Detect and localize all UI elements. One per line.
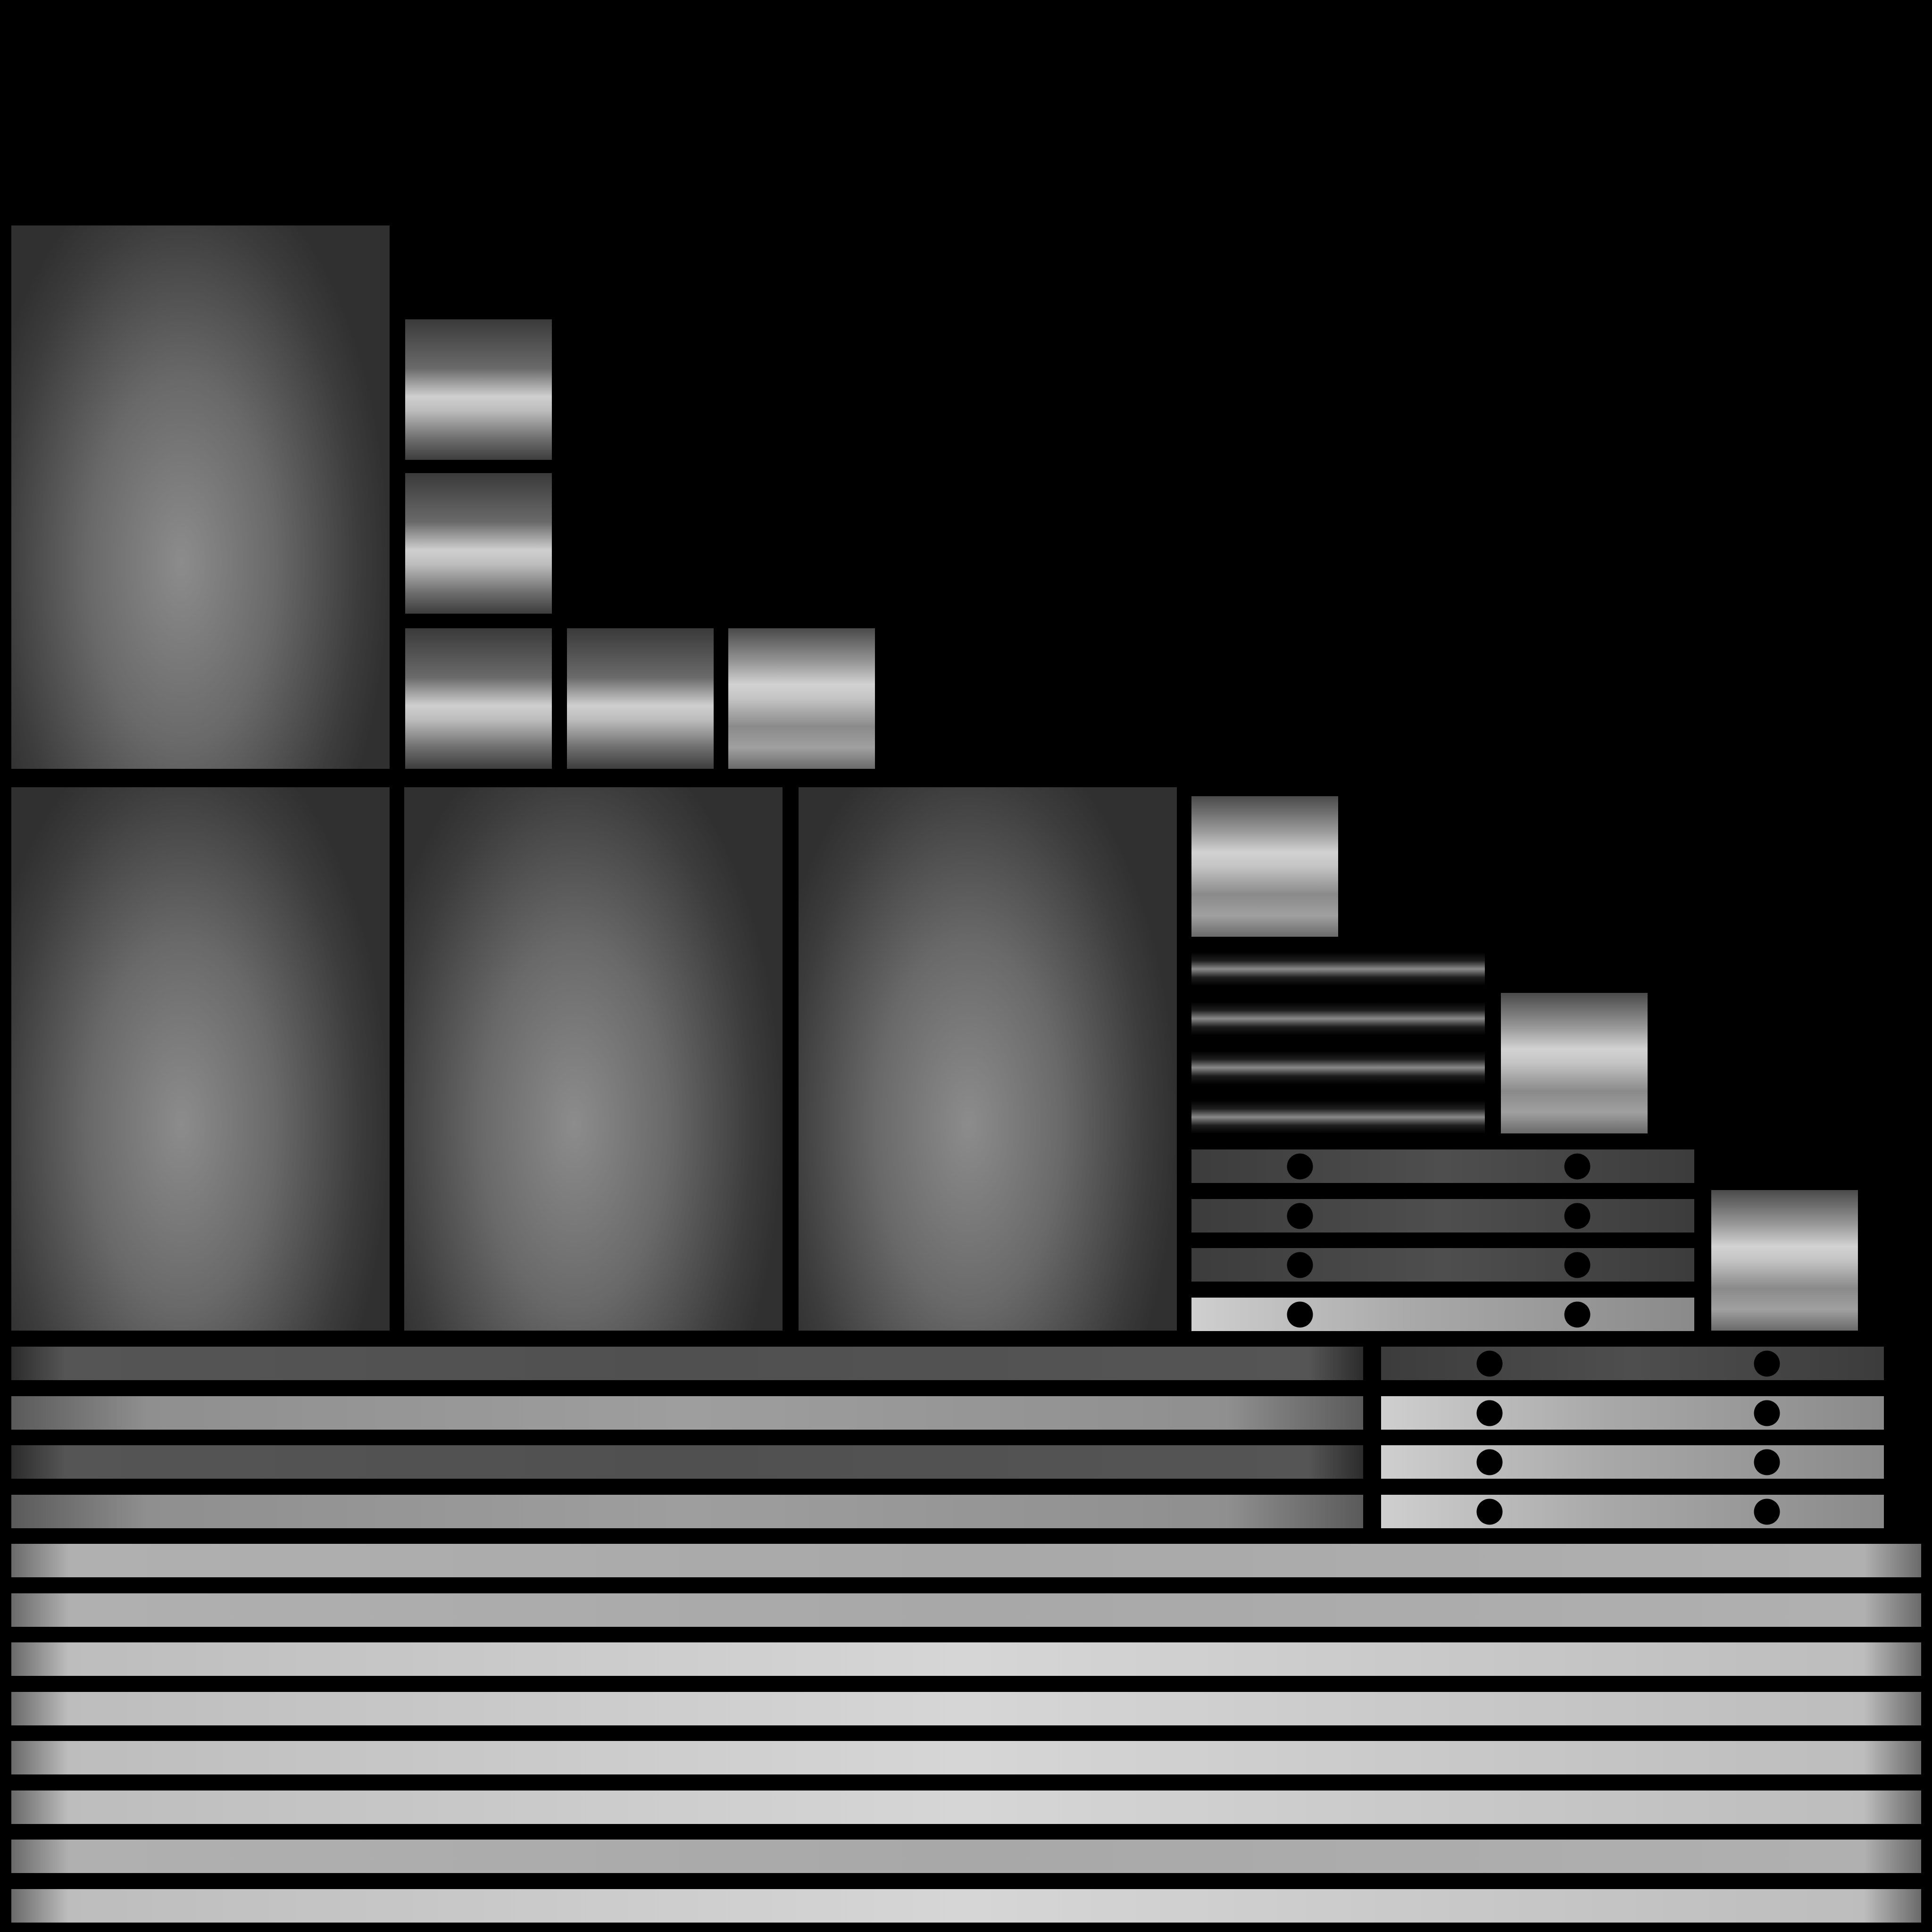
large-panel	[799, 787, 1177, 1331]
rivet-dot	[1564, 1153, 1591, 1179]
rivet-dot	[1754, 1400, 1780, 1426]
long-rail-strip	[11, 1889, 1921, 1923]
bolster-strip	[1191, 952, 1485, 986]
long-rail-strip	[11, 1692, 1921, 1725]
bolster-strip	[1191, 1002, 1485, 1035]
rivet-dot	[1754, 1499, 1780, 1524]
cushion-tile	[405, 473, 552, 614]
bolster-strip	[1191, 1051, 1485, 1084]
large-panel	[404, 787, 783, 1331]
cushion-tile	[405, 628, 552, 769]
rail-strip	[11, 1396, 1363, 1430]
rivet-dot	[1287, 1301, 1313, 1327]
cushion-tile	[1191, 796, 1338, 937]
cushion-tile	[1711, 1190, 1858, 1331]
rail-strip	[11, 1495, 1363, 1528]
rivet-dot	[1287, 1203, 1313, 1229]
rivet-dot	[1476, 1449, 1503, 1475]
rail-strip	[11, 1347, 1363, 1380]
cushion-tile	[405, 319, 552, 460]
dot-rail-strip	[1191, 1149, 1694, 1183]
rivet-dot	[1476, 1499, 1503, 1524]
dot-rail-strip	[1191, 1298, 1694, 1331]
rivet-dot	[1287, 1153, 1313, 1179]
long-rail-strip	[11, 1593, 1921, 1627]
rivet-dot	[1564, 1301, 1591, 1327]
large-panel	[11, 787, 390, 1331]
cushion-tile	[567, 628, 714, 769]
rivet-dot	[1754, 1449, 1780, 1475]
dot-rail-strip	[1381, 1495, 1884, 1528]
rivet-dot	[1564, 1252, 1591, 1278]
dot-rail-strip	[1191, 1199, 1694, 1232]
large-panel	[11, 225, 390, 769]
long-rail-strip	[11, 1790, 1921, 1824]
long-rail-strip	[11, 1741, 1921, 1774]
long-rail-strip	[11, 1642, 1921, 1676]
cushion-tile	[728, 628, 875, 769]
long-rail-strip	[11, 1544, 1921, 1577]
dot-rail-strip	[1381, 1445, 1884, 1479]
rivet-dot	[1564, 1203, 1591, 1229]
rivet-dot	[1287, 1252, 1313, 1278]
bolster-strip	[1191, 1100, 1485, 1134]
dot-rail-strip	[1381, 1396, 1884, 1430]
dot-rail-strip	[1381, 1347, 1884, 1380]
long-rail-strip	[11, 1840, 1921, 1873]
rivet-dot	[1754, 1350, 1780, 1376]
dot-rail-strip	[1191, 1248, 1694, 1282]
rivet-dot	[1476, 1350, 1503, 1376]
rivet-dot	[1476, 1400, 1503, 1426]
cushion-tile	[1501, 993, 1648, 1133]
rail-strip	[11, 1445, 1363, 1479]
